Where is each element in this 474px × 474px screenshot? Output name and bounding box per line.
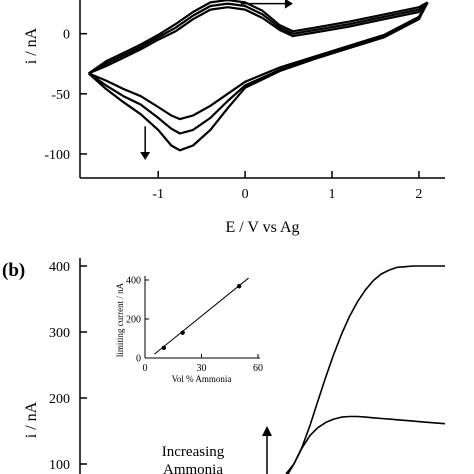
cv-curve [88,1,429,75]
increase-arrow-head [262,426,272,436]
cv-y-tick-label: -50 [51,88,70,103]
inset-y-axis-title: limiting current / nA [115,282,125,357]
inset-y-tick-label: 0 [136,354,141,365]
cv-x-tick-label: 1 [329,187,336,202]
inset-plot: 0 200 400 0 30 60 Vol % Ammonia limiting curr… [115,276,263,385]
b-curves [285,265,446,474]
increase-arrow [262,426,272,474]
cv-x-axis-title: E / V vs Ag [225,219,299,236]
cv-x-tick-label: 0 [242,187,249,202]
inset-y-tick-label: 400 [126,276,141,287]
b-y-tick-label: 100 [49,458,70,473]
cv-curve [88,0,429,75]
b-curve [285,265,445,474]
cv-arrows [140,0,293,160]
cv-y-axis-title: i / nA [23,27,40,64]
cv-ticks: 0 -50 -100 -1 0 1 2 [44,28,422,202]
b-y-tick-label: 200 [49,392,70,407]
inset-fit-line [154,277,249,355]
inset-ticks: 0 200 400 0 30 60 [126,276,263,375]
cv-y-tick-label: -100 [44,148,70,163]
inset-x-tick-label: 0 [143,363,148,374]
cv-curve [88,1,429,135]
inset-data-point [236,284,242,289]
increasing-annotation: Increasing [162,444,225,460]
cv-panel: 0 -50 -100 -1 0 1 2 E / V vs Ag i / nA [23,0,445,236]
b-y-tick-label: 300 [49,326,70,341]
cv-curves [87,0,429,152]
cv-y-tick-label: 0 [63,28,70,43]
cv-x-tick-label: -1 [152,187,164,202]
cv-right-arrow-head [284,0,293,9]
b-curve [286,415,446,474]
b-y-axis-title: i / nA [23,401,40,438]
inset-y-tick-label: 200 [126,315,141,326]
b-ticks: 100 200 300 400 [49,260,87,473]
cv-curve [88,1,429,75]
cv-down-arrow-head [140,151,151,160]
panel-label-b: (b) [2,260,25,281]
cv-x-tick-label: 2 [415,187,422,202]
cv-curve [87,1,429,152]
cv-curve [88,1,429,121]
inset-x-tick-label: 60 [253,363,263,374]
inset-data-point [161,345,167,351]
inset-x-axis-title: Vol % Ammonia [172,374,232,384]
inset-x-tick-label: 30 [197,363,207,374]
inset-data [154,277,249,355]
ammonia-annotation: Ammonia [163,462,223,474]
inset-data-point [180,330,185,335]
b-y-tick-label: 400 [49,260,70,275]
